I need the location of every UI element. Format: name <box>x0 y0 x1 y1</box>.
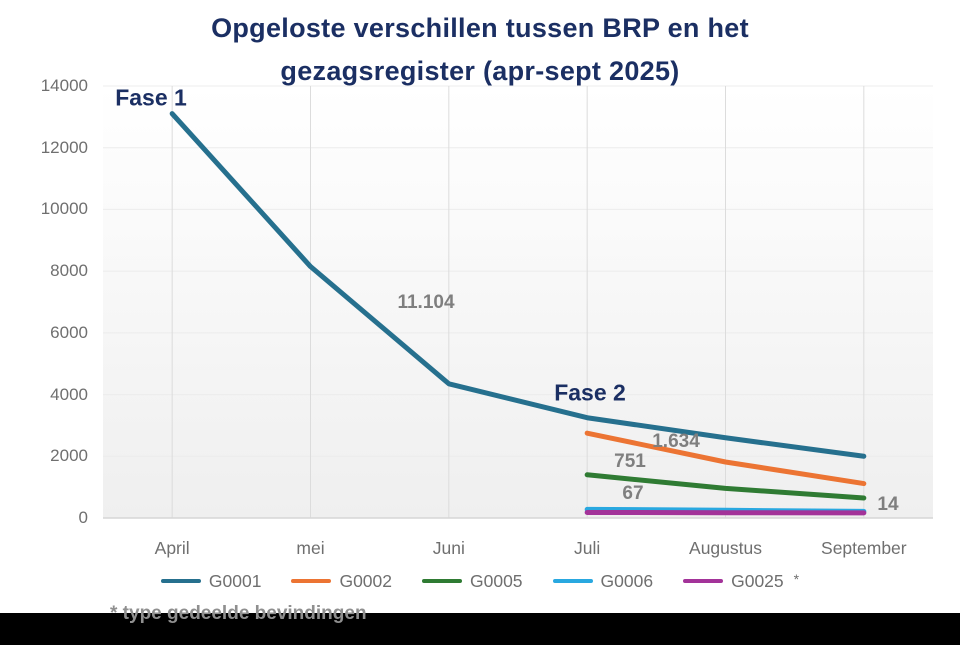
footnote: * type gedeelde bevindingen <box>110 603 367 624</box>
annotation-g0002-resolved: 1.634 <box>652 431 700 452</box>
x-tick-label-juni: Juni <box>432 538 465 558</box>
legend-swatch-g0001 <box>160 578 201 584</box>
x-tick-label-augustus: Augustus <box>689 538 762 558</box>
annotation-g0001-resolved: 11.104 <box>397 292 455 313</box>
series-line-g0005 <box>584 472 867 501</box>
legend-item-g0005: G0005 <box>422 571 523 592</box>
legend-footnote-marker: * <box>793 571 800 587</box>
legend-label-g0025: G0025 <box>731 570 784 591</box>
x-tick-label-april: April <box>154 538 190 558</box>
y-tick-label-4000: 4000 <box>50 384 88 404</box>
legend-swatch-g0025 <box>683 578 724 584</box>
legend-label-g0002: G0002 <box>339 570 392 591</box>
x-tick-label-september: September <box>821 538 907 558</box>
chart-legend: G0001 G0002 G0005 G0006 G0025 * <box>0 567 960 595</box>
legend-swatch-g0005 <box>422 578 462 584</box>
legend-swatch-g0006 <box>552 578 593 584</box>
legend-item-g0002: G0002 <box>291 571 392 592</box>
y-tick-label-8000: 8000 <box>50 261 88 281</box>
y-tick-label-6000: 6000 <box>50 322 88 342</box>
series-line-g0002 <box>584 430 867 487</box>
y-tick-label-14000: 14000 <box>40 76 88 95</box>
legend-item-g0006: G0006 <box>552 570 654 592</box>
legend-swatch-g0002 <box>291 578 332 584</box>
chart-title-line-2: gezagsregister (apr-sept 2025) <box>280 56 680 86</box>
legend-label-g0005: G0005 <box>470 570 523 591</box>
legend-item-g0025: G0025 * <box>683 571 799 592</box>
y-tick-label-2000: 2000 <box>50 446 88 466</box>
chart-title: Opgeloste verschillen tussen BRP en het … <box>0 7 960 93</box>
y-tick-label-0: 0 <box>78 508 88 527</box>
y-tick-label-12000: 12000 <box>40 137 88 157</box>
chart-title-line-1: Opgeloste verschillen tussen BRP en het <box>211 13 749 43</box>
legend-label-g0006: G0006 <box>600 570 654 591</box>
annotation-g0005-resolved: 751 <box>614 451 646 472</box>
y-tick-label-10000: 10000 <box>40 199 88 219</box>
annotation-fase-2: Fase 2 <box>554 379 626 406</box>
annotation-g0006-resolved: 67 <box>622 483 644 504</box>
x-tick-label-juli: Juli <box>574 538 601 558</box>
annotation-fase-1: Fase 1 <box>115 84 187 111</box>
legend-label-g0001: G0001 <box>208 570 262 591</box>
plot-background <box>103 86 933 518</box>
x-tick-label-mei: mei <box>296 538 325 558</box>
bottom-black-bar <box>0 613 960 645</box>
series-line-g0001 <box>169 111 867 459</box>
legend-item-g0001: G0001 <box>160 570 262 592</box>
annotation-g0025-resolved: 14 <box>877 494 899 515</box>
